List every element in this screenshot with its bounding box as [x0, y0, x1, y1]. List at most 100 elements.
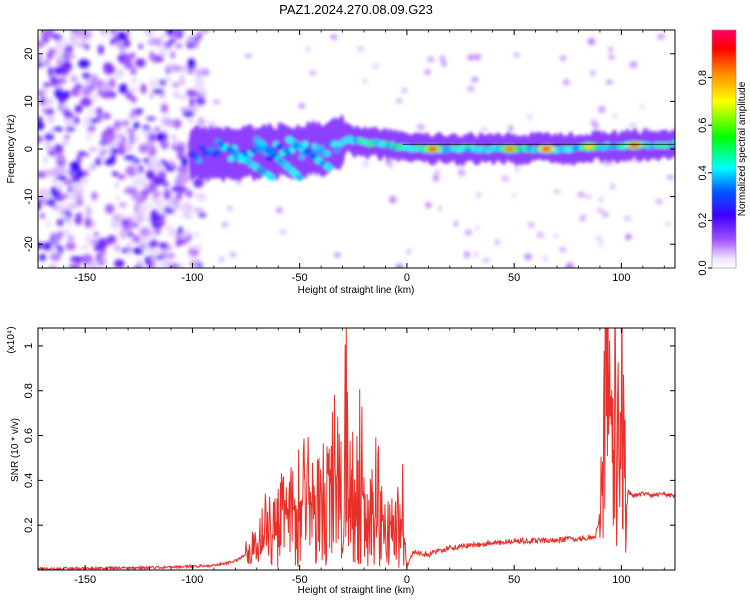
noise-blob — [76, 170, 84, 179]
noise-blob — [43, 59, 51, 67]
noise-blob — [154, 79, 162, 87]
noise-blob — [512, 192, 517, 199]
noise-blob — [229, 251, 237, 258]
noise-blob — [121, 218, 130, 225]
noise-blob — [101, 131, 107, 141]
noise-blob — [118, 32, 128, 41]
band-core — [276, 143, 283, 150]
noise-blob — [38, 171, 46, 179]
noise-blob — [188, 117, 194, 125]
noise-blob — [371, 64, 380, 68]
noise-blob — [118, 214, 129, 221]
noise-blob — [45, 140, 51, 151]
band-core — [298, 153, 306, 160]
noise-blob — [158, 45, 169, 57]
noise-blob — [197, 212, 207, 218]
noise-blob — [186, 89, 197, 98]
noise-blob — [160, 249, 168, 256]
noise-blob — [157, 219, 166, 226]
noise-blob — [80, 86, 92, 97]
peak-core — [629, 142, 640, 148]
noise-blob — [69, 193, 79, 200]
snr-series-line — [38, 328, 675, 570]
noise-blob — [417, 124, 425, 130]
noise-blob — [527, 113, 532, 121]
noise-blob — [98, 154, 106, 159]
noise-blob — [96, 238, 108, 250]
noise-blob — [38, 62, 45, 67]
snr-x-tick-label: -50 — [292, 574, 308, 586]
noise-blob — [103, 30, 112, 38]
noise-blob — [657, 34, 665, 39]
noise-blob — [182, 229, 191, 236]
noise-blob — [95, 157, 101, 166]
noise-blob — [160, 140, 169, 150]
noise-blob — [623, 216, 631, 221]
spectrogram-x-tick-label: -150 — [74, 272, 96, 284]
noise-blob — [171, 65, 183, 72]
noise-blob — [147, 40, 154, 46]
noise-blob — [389, 196, 397, 204]
noise-blob — [192, 208, 204, 213]
noise-blob — [58, 94, 67, 104]
noise-blob — [145, 169, 155, 181]
noise-blob — [48, 147, 57, 153]
noise-blob — [118, 202, 127, 208]
noise-blob — [163, 76, 171, 83]
band-core — [671, 140, 675, 147]
signal-band — [188, 114, 675, 183]
noise-blob — [146, 116, 157, 121]
noise-blob — [80, 30, 91, 41]
noise-blob — [74, 104, 83, 114]
noise-blob — [165, 245, 172, 250]
noise-blob — [117, 137, 122, 143]
noise-blob — [244, 54, 253, 58]
noise-blob — [144, 255, 151, 266]
noise-blob — [72, 256, 84, 262]
noise-blob — [85, 165, 93, 171]
noise-blob — [195, 192, 207, 201]
noise-blob — [66, 49, 72, 54]
noise-blob — [171, 82, 180, 88]
noise-blob — [63, 112, 74, 120]
noise-blob — [608, 55, 616, 60]
noise-blob — [407, 248, 411, 256]
band-core — [301, 140, 309, 147]
noise-blob — [667, 174, 674, 180]
colorbar-tick-label: 0.8 — [697, 70, 709, 85]
noise-blob — [185, 190, 194, 198]
noise-blob — [44, 98, 54, 106]
noise-blob — [49, 167, 62, 177]
noise-blob — [181, 108, 192, 113]
noise-blob — [141, 203, 153, 209]
spectrogram-x-tick-label: 50 — [508, 272, 520, 284]
noise-blob — [100, 81, 111, 92]
noise-blob — [192, 105, 201, 112]
noise-blob — [142, 125, 151, 130]
noise-blob — [91, 191, 98, 201]
noise-blob — [482, 257, 490, 263]
noise-blob — [71, 183, 83, 194]
noise-blob — [150, 156, 160, 163]
noise-blob — [612, 113, 618, 119]
noise-blob — [171, 30, 183, 35]
noise-blob — [68, 170, 75, 176]
noise-blob — [194, 231, 200, 238]
colorbar-frame — [711, 29, 737, 269]
noise-blob — [43, 82, 50, 88]
noise-blob — [38, 55, 42, 62]
streak-blob — [326, 164, 334, 172]
noise-blob — [298, 103, 306, 109]
spectrogram-x-tick-label: -50 — [292, 272, 308, 284]
noise-blob — [599, 241, 604, 248]
noise-blob — [131, 178, 141, 189]
noise-blob — [125, 90, 133, 100]
noise-blob — [363, 160, 368, 167]
noise-blob — [213, 100, 221, 104]
noise-blob — [82, 72, 91, 79]
snr-y-tick-label: 0.4 — [23, 473, 35, 488]
noise-blob — [172, 140, 182, 148]
noise-blob — [139, 236, 149, 243]
band-core — [208, 146, 215, 153]
